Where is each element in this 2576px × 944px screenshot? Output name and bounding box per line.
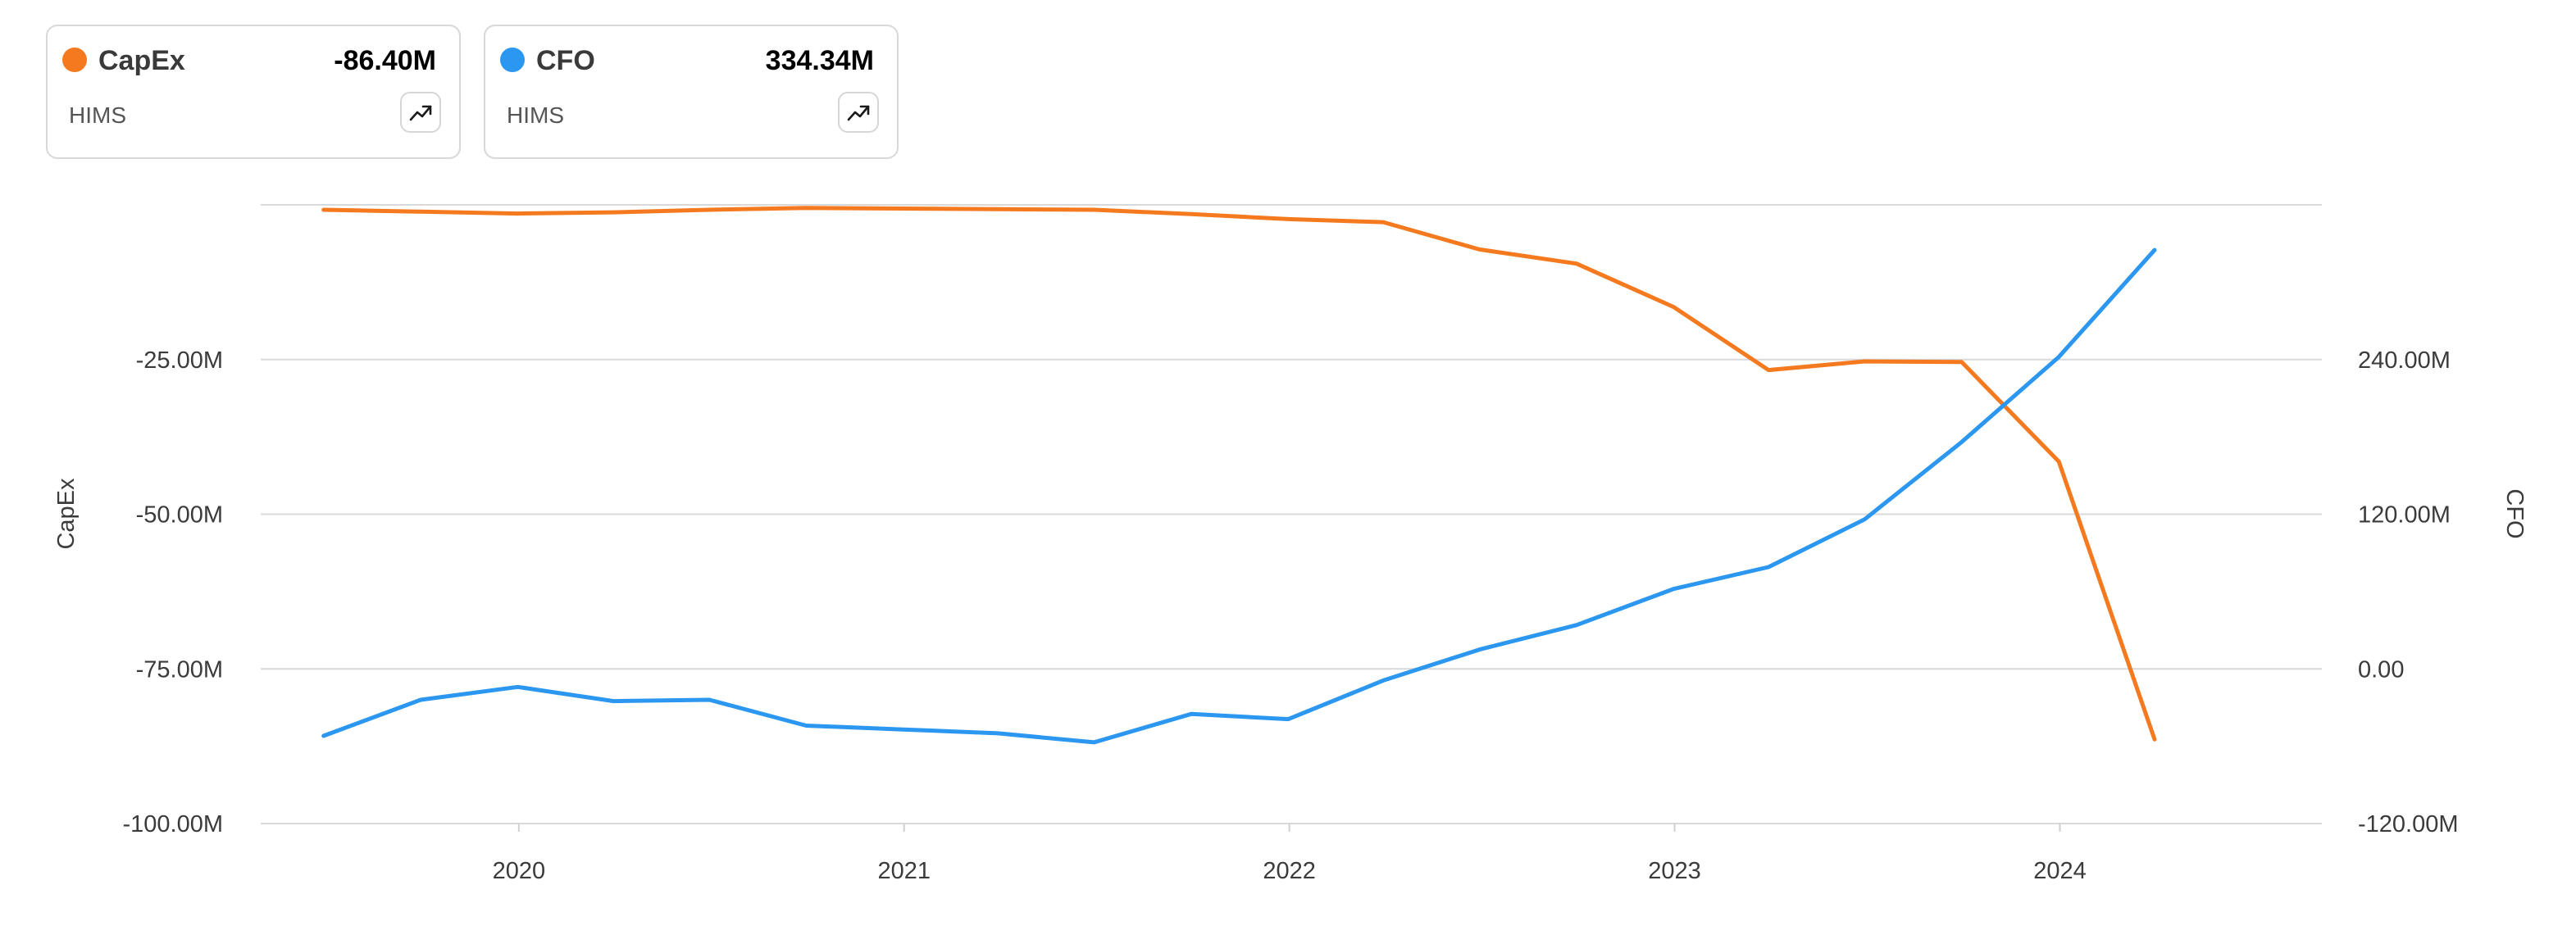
y-right-tick-label: 0.00 [2358, 656, 2404, 683]
y-right-tick-label: 240.00M [2358, 347, 2451, 374]
legend-ticker: HIMS [69, 102, 126, 128]
trending-up-icon [847, 105, 870, 121]
y-left-tick-label: -75.00M [136, 656, 223, 683]
y-left-axis-title: CapEx [53, 478, 80, 550]
y-left-tick-label: -50.00M [136, 502, 223, 529]
x-tick-label: 2021 [877, 858, 931, 884]
trend-chart-button[interactable] [400, 92, 441, 133]
legend-series-value: 334.34M [765, 45, 874, 76]
series-line-capex [321, 206, 2157, 742]
series-line-cfo [321, 247, 2157, 745]
legend-series-name: CapEx [98, 45, 185, 76]
trend-chart-button[interactable] [838, 92, 879, 133]
legend-ticker: HIMS [507, 102, 564, 128]
y-right-tick-label: -120.00M [2358, 811, 2459, 837]
legend-series-name: CFO [536, 45, 595, 76]
gridlines [261, 204, 2322, 824]
capex-color-dot [62, 48, 87, 72]
series-lines [321, 206, 2157, 745]
y-left-tick-label: -25.00M [136, 347, 223, 374]
x-axis: 2020 2021 2022 2023 2024 [493, 824, 2087, 884]
y-axis-left: -25.00M -50.00M -75.00M -100.00M CapEx [53, 347, 223, 837]
x-tick-label: 2024 [2033, 858, 2087, 884]
cfo-color-dot [500, 48, 525, 72]
y-right-tick-label: 120.00M [2358, 502, 2451, 529]
legend-series-value: -86.40M [334, 45, 436, 76]
legend-card-cfo[interactable]: CFO 334.34M HIMS [484, 25, 899, 159]
x-tick-label: 2020 [493, 858, 546, 884]
trending-up-icon [409, 105, 432, 121]
x-tick-label: 2022 [1263, 858, 1316, 884]
x-tick-label: 2023 [1648, 858, 1701, 884]
y-right-axis-title: CFO [2501, 488, 2528, 538]
legend-card-capex[interactable]: CapEx -86.40M HIMS [46, 25, 461, 159]
y-left-tick-label: -100.00M [122, 811, 223, 837]
y-axis-right: 240.00M 120.00M 0.00 -120.00M CFO [2358, 347, 2528, 837]
